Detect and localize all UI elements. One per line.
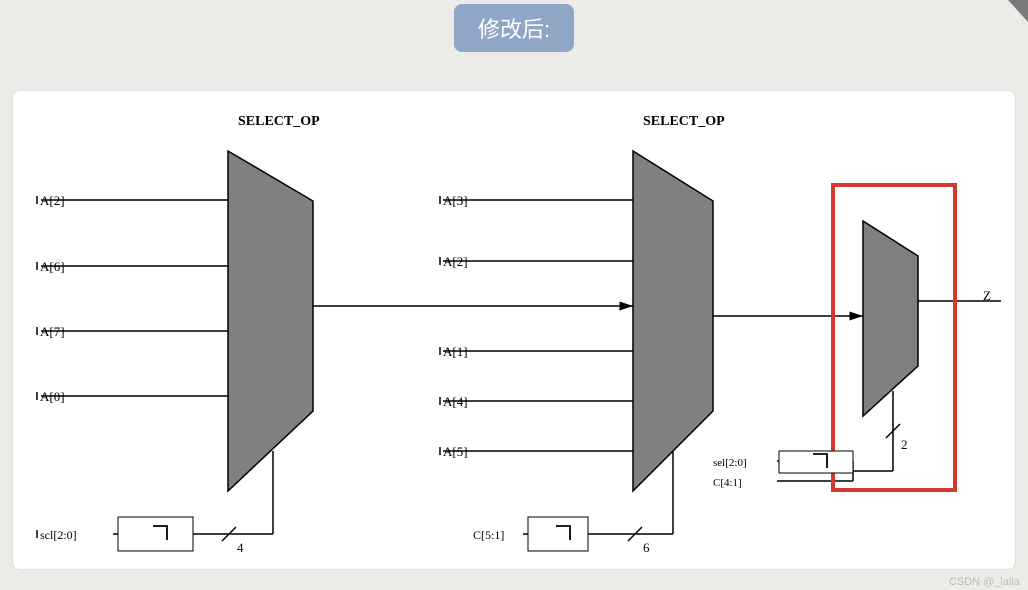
circuit-diagram: SELECT_OP SELECT_OP 4 6 2 A[2] A[6] A[7] A[0] scl… (13, 91, 1017, 571)
signal-label: A[1] (443, 344, 468, 359)
title-badge-text: 修改后: (478, 17, 550, 42)
signal-label: A[3] (443, 193, 468, 208)
mux-title: SELECT_OP (238, 114, 320, 129)
watermark: CSDN @_lalla (949, 576, 1020, 588)
signal-label: Z (983, 288, 991, 303)
signal-label: scl[2:0] (40, 528, 77, 542)
logic-box (528, 517, 588, 551)
mux-mux3 (863, 221, 918, 416)
mux-title: SELECT_OP (643, 114, 725, 129)
logic-box (118, 517, 193, 551)
signal-label: A[5] (443, 444, 468, 459)
bus-width-label: 4 (237, 540, 244, 555)
diagram-panel: SELECT_OP SELECT_OP 4 6 2 A[2] A[6] A[7] A[0] scl… (12, 90, 1016, 570)
signal-label: A[2] (40, 193, 65, 208)
signal-label: C[5:1] (473, 528, 504, 542)
mux-mux2 (633, 151, 713, 491)
signal-label: A[0] (40, 389, 65, 404)
title-badge: 修改后: (454, 4, 574, 52)
signal-label: A[2] (443, 254, 468, 269)
signal-label: sel[2:0] (713, 457, 747, 469)
page-corner-fold (1008, 0, 1028, 22)
signal-label: A[6] (40, 259, 65, 274)
bus-width-label: 6 (643, 540, 650, 555)
signal-label: A[4] (443, 394, 468, 409)
bus-width-label: 2 (901, 437, 908, 452)
mux-mux1 (228, 151, 313, 491)
signal-label: A[7] (40, 324, 65, 339)
signal-label: C[4:1] (713, 477, 742, 489)
